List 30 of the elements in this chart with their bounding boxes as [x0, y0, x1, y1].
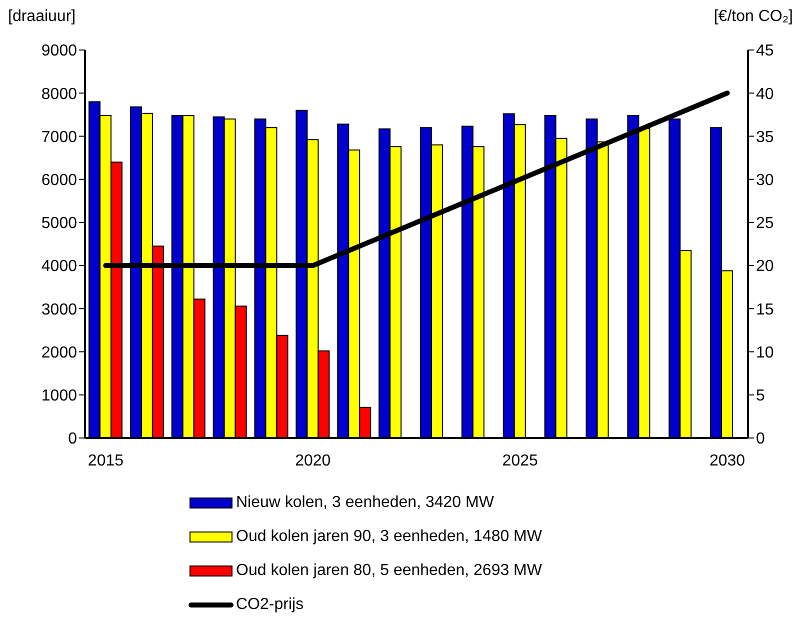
legend-label: CO2-prijs — [236, 596, 304, 614]
x-tick-label: 2030 — [709, 452, 746, 470]
y-tick-label: 5000 — [41, 215, 78, 232]
y2-tick-label: 30 — [756, 172, 774, 190]
y2-tick-label: 0 — [756, 430, 765, 448]
y-axis-title: [draaiuur] — [8, 8, 76, 26]
y-tick-label: 4000 — [41, 258, 78, 276]
y2-axis-title: [€/ton CO₂] — [714, 8, 793, 26]
x-tick-label: 2020 — [295, 452, 331, 470]
y2-tick-label: 5 — [756, 388, 765, 405]
x-tick-label: 2015 — [88, 452, 124, 470]
y2-tick-label: 15 — [756, 301, 774, 318]
x-tick-label: 2025 — [502, 452, 538, 470]
y-tick-label: 3000 — [41, 301, 78, 318]
y2-tick-label: 45 — [756, 42, 774, 60]
y2-tick-label: 40 — [756, 86, 774, 103]
legend-label: Oud kolen jaren 80, 5 eenheden, 2693 MW — [236, 562, 542, 580]
y-tick-label: 7000 — [41, 128, 78, 146]
y2-tick-label: 35 — [756, 128, 774, 146]
y-tick-label: 9000 — [41, 42, 78, 60]
legend-label: Nieuw kolen, 3 eenheden, 3420 MW — [236, 494, 494, 512]
y-tick-label: 2000 — [41, 344, 78, 362]
y-tick-label: 8000 — [41, 86, 78, 103]
y2-tick-label: 10 — [756, 344, 774, 362]
y2-tick-label: 25 — [756, 215, 774, 232]
y-tick-label: 0 — [68, 430, 78, 448]
y-tick-label: 1000 — [41, 388, 78, 405]
y2-tick-label: 20 — [756, 258, 774, 276]
legend-label: Oud kolen jaren 90, 3 eenheden, 1480 MW — [236, 528, 542, 546]
y-tick-label: 6000 — [41, 172, 78, 190]
